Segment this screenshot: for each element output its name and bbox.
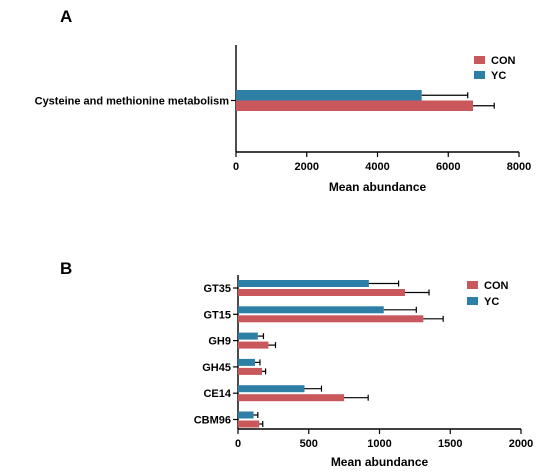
panel-a-x-tick-label: 4000 (365, 161, 389, 173)
panel-b-bar-con (238, 341, 269, 349)
panel-b-category-label: CBM96 (194, 415, 231, 427)
panel-a-bar-con (236, 100, 474, 111)
panel-a-x-tick-label: 6000 (436, 161, 460, 173)
panel-a-category-label: Cysteine and methionine metabolism (35, 96, 230, 108)
panel-b-bar-yc (238, 358, 255, 366)
panel-a-x-tick-label: 2000 (295, 161, 319, 173)
panel-b-x-tick-label: 2000 (509, 438, 533, 450)
panel-a-bar-yc (236, 90, 422, 101)
panel-a-legend-label-con: CON (491, 55, 516, 67)
panel-a-legend-label-yc: YC (491, 70, 506, 82)
panel-b-category-label: GH9 (208, 336, 231, 348)
panel-a-x-tick-label: 0 (233, 161, 239, 173)
panel-b-bar-yc (238, 306, 384, 314)
panel-b-x-tick-label: 1500 (438, 438, 462, 450)
panel-b-bar-con (238, 394, 345, 402)
panel-b-label: B (60, 259, 72, 278)
panel-a-x-tick-label: 8000 (507, 161, 531, 173)
panel-b-bar-yc (238, 332, 258, 340)
panel-b-category-label: GT35 (203, 283, 231, 295)
panel-a-legend-swatch-yc (474, 71, 485, 79)
panel-b-x-tick-label: 500 (300, 438, 318, 450)
panel-b-bar-con (238, 367, 263, 375)
panel-a-label: A (60, 7, 72, 26)
panel-a-x-axis-title: Mean abundance (329, 180, 427, 194)
panel-b-bar-con (238, 420, 260, 428)
panel-a-chart: 0 2000 4000 6000 8000 Mean abundance Cysteine … (35, 45, 531, 194)
panel-b-legend-swatch-con (467, 281, 478, 289)
panel-b-bar-con (238, 289, 405, 296)
panel-b-category-label: CE14 (203, 388, 231, 400)
panel-b-x-tick-label: 1000 (367, 438, 391, 450)
panel-a-legend-swatch-con (474, 56, 485, 64)
panel-b-bar-con (238, 315, 424, 323)
panel-b-bar-yc (238, 385, 305, 393)
panel-b-legend-swatch-yc (467, 297, 478, 305)
panel-b-legend-label-con: CON (484, 280, 509, 292)
panel-b-category-label: GT15 (203, 309, 231, 321)
panel-b-x-tick-label: 0 (235, 438, 241, 450)
panel-b-category-label: GH45 (202, 362, 231, 374)
panel-b-legend-label-yc: YC (484, 296, 499, 308)
panel-b-x-axis-title: Mean abundance (331, 455, 429, 469)
panel-b-chart: 0 500 1000 1500 2000 Mean abundance GT35 GT15 GH… (194, 275, 533, 469)
panel-b-bar-yc (238, 411, 254, 419)
panel-b-bar-yc (238, 280, 369, 287)
